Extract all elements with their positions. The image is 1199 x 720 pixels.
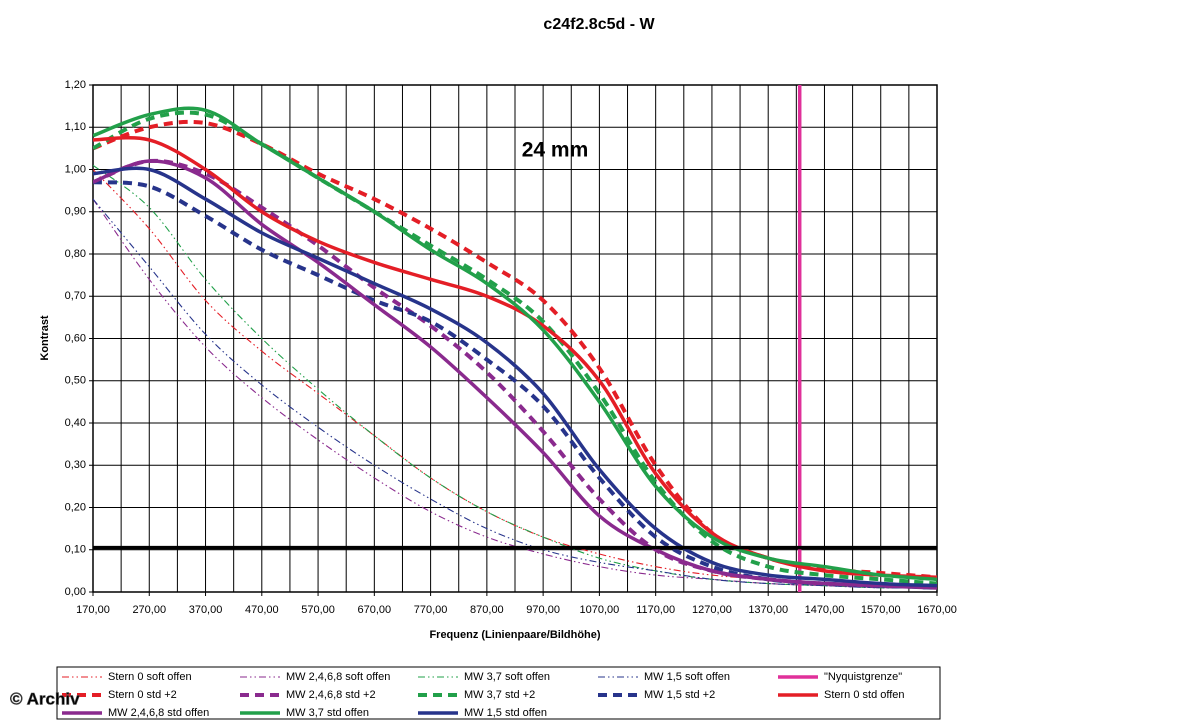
y-tick-label: 1,10 bbox=[65, 121, 86, 133]
series-line bbox=[93, 169, 937, 589]
x-tick-label: 1270,00 bbox=[692, 604, 732, 616]
legend-label: Stern 0 std +2 bbox=[108, 689, 177, 701]
legend-label: Stern 0 std offen bbox=[824, 689, 905, 701]
y-tick-label: 0,90 bbox=[65, 206, 86, 218]
series-line bbox=[93, 198, 937, 589]
legend-label: MW 1,5 soft offen bbox=[644, 671, 730, 683]
x-tick-label: 1370,00 bbox=[748, 604, 788, 616]
y-tick-label: 0,80 bbox=[65, 248, 86, 260]
x-tick-label: 770,00 bbox=[414, 604, 448, 616]
legend-label: Stern 0 soft offen bbox=[108, 671, 192, 683]
legend-label: MW 3,7 std +2 bbox=[464, 689, 535, 701]
legend-label: MW 2,4,6,8 std +2 bbox=[286, 689, 376, 701]
series-line bbox=[93, 119, 937, 580]
x-tick-label: 1570,00 bbox=[861, 604, 901, 616]
series-line bbox=[93, 180, 937, 590]
x-tick-label: 570,00 bbox=[301, 604, 335, 616]
legend-label: MW 1,5 std offen bbox=[464, 707, 547, 719]
legend-label: MW 3,7 soft offen bbox=[464, 671, 550, 683]
y-tick-label: 0,50 bbox=[65, 375, 86, 387]
legend-label: MW 3,7 std offen bbox=[286, 707, 369, 719]
y-tick-label: 1,00 bbox=[65, 163, 86, 175]
series-line bbox=[93, 166, 937, 588]
x-tick-label: 370,00 bbox=[189, 604, 223, 616]
plot-area bbox=[93, 85, 937, 592]
x-tick-label: 870,00 bbox=[470, 604, 504, 616]
x-axis-label: Frequenz (Linienpaare/Bildhöhe) bbox=[429, 629, 600, 641]
y-tick-label: 0,70 bbox=[65, 290, 86, 302]
legend-label: "Nyquistgrenze" bbox=[824, 671, 902, 683]
y-axis-label: Kontrast bbox=[39, 315, 51, 361]
y-tick-label: 1,20 bbox=[65, 79, 86, 91]
x-tick-label: 170,00 bbox=[76, 604, 110, 616]
y-tick-label: 0,00 bbox=[65, 586, 86, 598]
y-tick-label: 0,20 bbox=[65, 501, 86, 513]
series-line bbox=[93, 106, 937, 582]
x-tick-label: 670,00 bbox=[358, 604, 392, 616]
x-tick-label: 1670,00 bbox=[917, 604, 957, 616]
plot-frame bbox=[92, 84, 938, 593]
y-tick-label: 0,60 bbox=[65, 332, 86, 344]
x-tick-label: 970,00 bbox=[526, 604, 560, 616]
x-tick-label: 1170,00 bbox=[636, 604, 675, 616]
y-tick-label: 0,40 bbox=[65, 417, 86, 429]
y-tick-label: 0,10 bbox=[65, 544, 86, 556]
y-tick-label: 0,30 bbox=[65, 459, 86, 471]
x-tick-label: 470,00 bbox=[245, 604, 279, 616]
series-line bbox=[93, 159, 937, 590]
annotation: 24 mm bbox=[522, 139, 589, 162]
watermark: © Archiv bbox=[10, 689, 80, 708]
x-tick-label: 1070,00 bbox=[580, 604, 620, 616]
legend-label: MW 1,5 std +2 bbox=[644, 689, 715, 701]
legend-label: MW 2,4,6,8 soft offen bbox=[286, 671, 390, 683]
x-tick-label: 270,00 bbox=[132, 604, 166, 616]
x-tick-label: 1470,00 bbox=[805, 604, 845, 616]
series-line bbox=[93, 164, 937, 589]
chart-title: c24f2.8c5d - W bbox=[543, 16, 655, 33]
legend-label: MW 2,4,6,8 std offen bbox=[108, 707, 209, 719]
